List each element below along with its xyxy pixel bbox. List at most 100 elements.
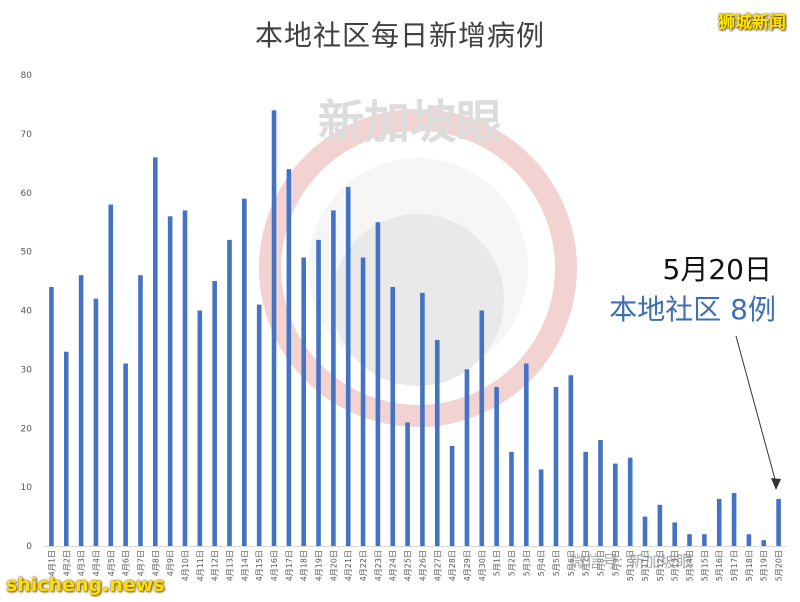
x-tick-label: 5月13日 — [671, 550, 680, 581]
x-tick-label: 4月15日 — [255, 550, 264, 581]
x-tick-label: 4月4日 — [92, 550, 101, 576]
x-tick-label: 4月16日 — [270, 550, 279, 581]
x-tick-label: 5月15日 — [700, 550, 709, 581]
x-tick-label: 4月29日 — [463, 550, 472, 581]
x-tick-label: 4月1日 — [47, 550, 56, 576]
bar — [553, 387, 559, 546]
x-tick-label: 4月7日 — [136, 550, 145, 576]
bar — [420, 292, 425, 546]
bar — [538, 469, 544, 546]
bar — [271, 110, 277, 546]
bar — [390, 286, 396, 546]
x-tick-label: 4月6日 — [122, 550, 131, 576]
annotation-arrow-head — [771, 478, 781, 490]
x-tick-label: 5月11日 — [641, 550, 650, 581]
bar — [627, 457, 633, 546]
bar — [301, 257, 306, 546]
x-tick-label: 4月2日 — [62, 550, 71, 576]
y-tick-label: 70 — [21, 130, 33, 140]
bar — [613, 463, 618, 546]
x-tick-label: 4月28日 — [448, 550, 457, 581]
y-tick-label: 80 — [21, 71, 33, 81]
bar — [568, 375, 574, 546]
x-tick-label: 5月12日 — [656, 550, 665, 581]
bar — [197, 310, 203, 546]
bar — [63, 351, 69, 546]
bar — [479, 310, 485, 546]
wechat-watermark: 微信号: 新加坡眼 — [570, 552, 693, 571]
bar — [331, 210, 336, 546]
y-axis: 0 10 20 30 40 50 60 70 80 — [21, 71, 786, 552]
bar — [449, 445, 455, 546]
y-tick-label: 50 — [21, 248, 33, 258]
x-tick-label: 4月20日 — [329, 550, 338, 581]
x-tick-label: 4月11日 — [196, 550, 205, 581]
bar — [93, 298, 99, 546]
x-tick-label: 4月22日 — [359, 550, 368, 581]
bar — [123, 363, 128, 546]
bar — [405, 422, 410, 546]
x-tick-label: 4月8日 — [151, 550, 160, 576]
x-tick-label: 4月27日 — [433, 550, 442, 581]
x-tick-label: 4月30日 — [478, 550, 487, 581]
x-tick-label: 4月24日 — [389, 550, 398, 581]
bar — [761, 540, 767, 546]
bar — [509, 451, 514, 546]
x-tick-label: 4月14日 — [240, 550, 249, 581]
bar — [212, 281, 217, 546]
watermark-logo: 新加坡眼 — [259, 95, 577, 427]
x-tick-label: 5月10日 — [626, 550, 635, 581]
x-tick-label: 4月18日 — [300, 550, 309, 581]
x-tick-label: 5月17日 — [730, 550, 739, 581]
y-tick-label: 0 — [26, 542, 32, 552]
bar — [286, 169, 292, 546]
bar — [494, 387, 499, 546]
bar — [138, 275, 143, 546]
bar — [242, 198, 247, 546]
bar — [598, 440, 603, 546]
x-tick-label: 4月13日 — [226, 550, 235, 581]
bar — [702, 534, 707, 546]
bar — [464, 369, 470, 547]
watermark-logo-text: 新加坡眼 — [318, 95, 502, 149]
x-tick-label: 5月20日 — [775, 550, 784, 581]
bar — [182, 210, 188, 546]
bar-series — [49, 110, 781, 547]
y-tick-label: 30 — [21, 365, 33, 375]
bar — [657, 504, 663, 546]
x-tick-label: 5月6日 — [567, 550, 576, 576]
bar — [687, 534, 692, 546]
x-tick-label: 5月4日 — [537, 550, 546, 576]
bar — [108, 204, 114, 546]
annotation-cases: 本地社区 8例 — [609, 293, 776, 326]
y-tick-label: 20 — [21, 424, 33, 434]
bar — [256, 304, 262, 546]
bar — [316, 239, 321, 546]
x-tick-label: 5月7日 — [582, 550, 591, 576]
bar — [167, 216, 173, 547]
x-axis: 4月1日 4月2日 4月3日 4月4日 4月5日 4月6日 4月7日 4月8日 4月9日 4月10… — [47, 550, 783, 581]
x-tick-label: 4月5日 — [107, 550, 116, 576]
x-tick-label: 5月1日 — [493, 550, 502, 576]
bar — [375, 222, 381, 546]
bar — [345, 186, 351, 547]
y-tick-label: 60 — [21, 189, 33, 199]
x-tick-label: 5月5日 — [552, 550, 561, 576]
bar — [583, 451, 588, 546]
chart-title: 本地社区每日新增病例 — [254, 19, 545, 52]
x-tick-label: 5月9日 — [611, 550, 620, 576]
x-tick-label: 4月25日 — [404, 550, 413, 581]
x-tick-label: 4月19日 — [315, 550, 324, 581]
x-tick-label: 4月12日 — [211, 550, 220, 581]
x-tick-label: 4月17日 — [285, 550, 294, 581]
x-tick-label: 4月9日 — [166, 550, 175, 576]
x-tick-label: 5月2日 — [507, 550, 516, 576]
x-tick-label: 5月19日 — [760, 550, 769, 581]
bar — [49, 286, 54, 546]
x-tick-label: 4月21日 — [344, 550, 353, 581]
bar — [672, 522, 677, 546]
bar — [524, 363, 529, 546]
bar — [227, 239, 232, 546]
annotation-date: 5月20日 — [662, 253, 772, 286]
